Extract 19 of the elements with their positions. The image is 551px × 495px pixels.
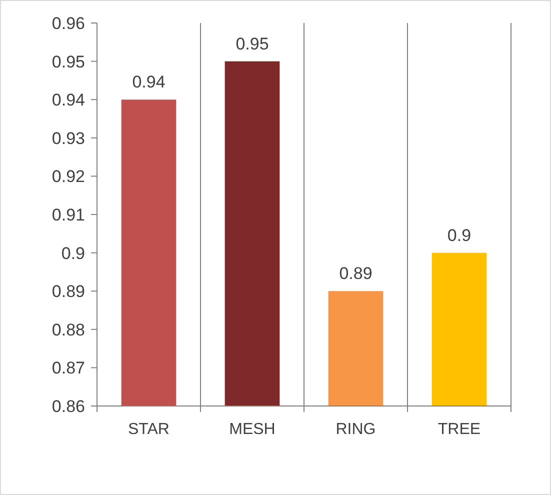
y-tick-label: 0.88 bbox=[52, 320, 85, 340]
y-tick-label: 0.9 bbox=[61, 244, 85, 263]
x-tick-label: TREE bbox=[438, 421, 481, 438]
y-tick-label: 0.93 bbox=[52, 128, 85, 148]
data-label: 0.9 bbox=[447, 226, 472, 245]
x-tick-label: RING bbox=[336, 421, 376, 438]
data-label: 0.94 bbox=[132, 72, 166, 92]
data-label: 0.89 bbox=[339, 264, 372, 284]
y-tick-label: 0.95 bbox=[52, 52, 85, 72]
y-tick-label: 0.89 bbox=[52, 282, 85, 302]
y-tick-label: 0.87 bbox=[52, 358, 85, 378]
y-tick-label: 0.94 bbox=[52, 90, 85, 110]
x-tick-label: STAR bbox=[128, 421, 170, 438]
y-tick-label: 0.86 bbox=[52, 396, 85, 416]
y-tick-label: 0.92 bbox=[52, 167, 85, 186]
data-label: 0.95 bbox=[236, 34, 269, 54]
x-tick-label: MESH bbox=[229, 421, 276, 438]
y-tick-label: 0.91 bbox=[52, 205, 85, 224]
y-tick-label: 0.96 bbox=[52, 14, 85, 33]
